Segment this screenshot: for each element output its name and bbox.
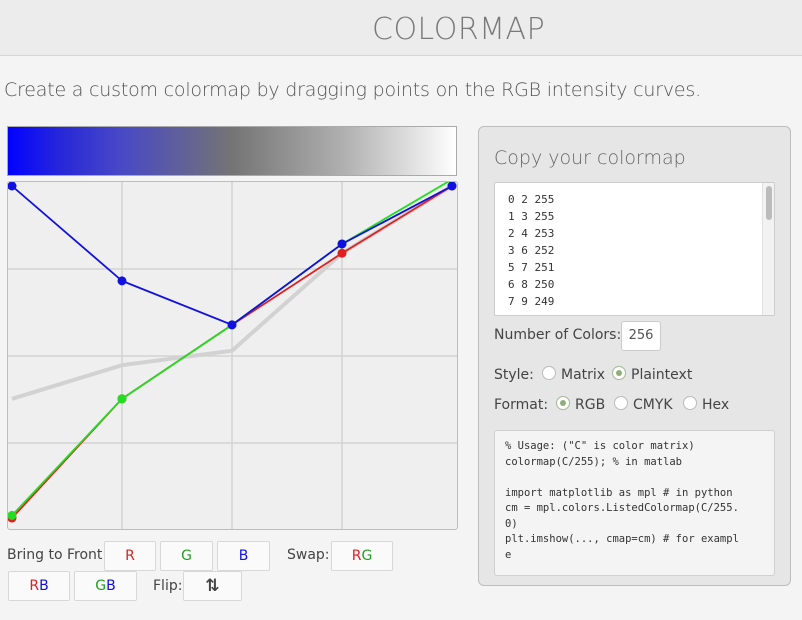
blue-control-point[interactable]: [8, 182, 17, 191]
flip-label: Flip:: [153, 578, 183, 594]
panel-title: Copy your colormap: [494, 147, 686, 169]
format-cmyk-label[interactable]: CMYK: [633, 397, 673, 413]
colormap-line: 0 2 255: [508, 193, 555, 206]
swap-gb-button[interactable]: GB: [74, 571, 137, 601]
usage-line: colormap(C/255); % in matlab: [505, 455, 683, 468]
rgb-curve-editor[interactable]: [7, 181, 458, 530]
colormap-output-textarea[interactable]: 0 2 255 1 3 255 2 4 253 3 6 252 5 7 251 6 8 2…: [494, 182, 775, 316]
button-label-gb-b: B: [106, 578, 116, 594]
colormap-line: 1 3 255: [508, 210, 555, 223]
format-rgb-radio[interactable]: [556, 396, 570, 410]
button-label-rg-r: R: [351, 548, 362, 564]
usage-line: 0): [505, 517, 518, 530]
page-title: COLORMAP: [372, 12, 546, 47]
green-control-point[interactable]: [117, 394, 127, 404]
button-label-r: R: [125, 548, 135, 564]
header: COLORMAP: [0, 0, 802, 56]
style-plaintext-label[interactable]: Plaintext: [631, 367, 693, 383]
number-of-colors-label: Number of Colors:: [494, 327, 622, 343]
format-label: Format:: [494, 397, 549, 413]
button-label-rg-g: G: [361, 548, 373, 564]
colormap-line: 5 7 251: [508, 261, 555, 274]
format-hex-label[interactable]: Hex: [702, 397, 730, 413]
format-rgb-label[interactable]: RGB: [575, 397, 606, 413]
button-label-rb-b: B: [39, 578, 49, 594]
usage-line: % Usage: ("C" is color matrix): [505, 440, 695, 452]
blue-control-point[interactable]: [337, 239, 347, 249]
button-label-gb-g: G: [95, 578, 107, 594]
colormap-line: 7 9 249: [508, 295, 555, 308]
bring-to-front-label: Bring to Front:: [7, 547, 108, 563]
colormap-output-lines: 0 2 255 1 3 255 2 4 253 3 6 252 5 7 251 6 8 2…: [508, 191, 554, 310]
red-control-point[interactable]: [337, 248, 347, 258]
number-of-colors-input[interactable]: 256: [621, 321, 661, 351]
button-label-b: B: [238, 548, 249, 564]
copy-colormap-panel: Copy your colormap 0 2 255 1 3 255 2 4 253…: [478, 126, 791, 586]
bring-blue-to-front-button[interactable]: B: [217, 541, 270, 571]
bring-green-to-front-button[interactable]: G: [160, 541, 213, 571]
format-cmyk-radio[interactable]: [614, 396, 628, 410]
flip-button[interactable]: ⇅: [183, 571, 242, 601]
usage-line: [505, 470, 764, 486]
rgb-curve-plot[interactable]: [8, 182, 458, 530]
usage-line: import matplotlib as mpl # in python: [505, 486, 733, 499]
blue-control-point[interactable]: [447, 182, 457, 191]
colormap-line: 6 8 250: [508, 278, 555, 291]
style-label: Style:: [494, 367, 534, 383]
blue-control-point[interactable]: [227, 320, 237, 330]
colormap-line: 2 4 253: [508, 227, 555, 240]
style-matrix-radio[interactable]: [542, 366, 556, 380]
scrollbar-thumb[interactable]: [766, 186, 772, 220]
flip-icon: ⇅: [205, 576, 220, 596]
button-label-rb-r: R: [29, 578, 40, 594]
swap-rg-button[interactable]: RG: [331, 541, 393, 571]
textarea-scrollbar[interactable]: [762, 183, 774, 315]
usage-line: plt.imshow(..., cmap=cm) # for exampl: [505, 533, 739, 545]
colormap-preview-bar: [7, 126, 457, 176]
usage-line: e: [505, 548, 512, 561]
format-hex-radio[interactable]: [683, 396, 697, 410]
swap-rb-button[interactable]: RB: [8, 571, 70, 601]
style-plaintext-radio[interactable]: [612, 366, 626, 380]
green-control-point[interactable]: [8, 510, 17, 520]
usage-line: cm = mpl.colors.ListedColormap(C/255.: [505, 502, 739, 514]
subtitle: Create a custom colormap by dragging poi…: [4, 79, 701, 101]
colormap-line: 3 6 252: [508, 244, 555, 257]
swap-label: Swap:: [287, 547, 330, 563]
blue-control-point[interactable]: [117, 276, 127, 286]
style-matrix-label[interactable]: Matrix: [561, 367, 606, 383]
button-label-g: G: [181, 548, 192, 564]
usage-instructions: % Usage: ("C" is color matrix) colormap(C…: [494, 430, 775, 576]
bring-red-to-front-button[interactable]: R: [104, 541, 156, 571]
